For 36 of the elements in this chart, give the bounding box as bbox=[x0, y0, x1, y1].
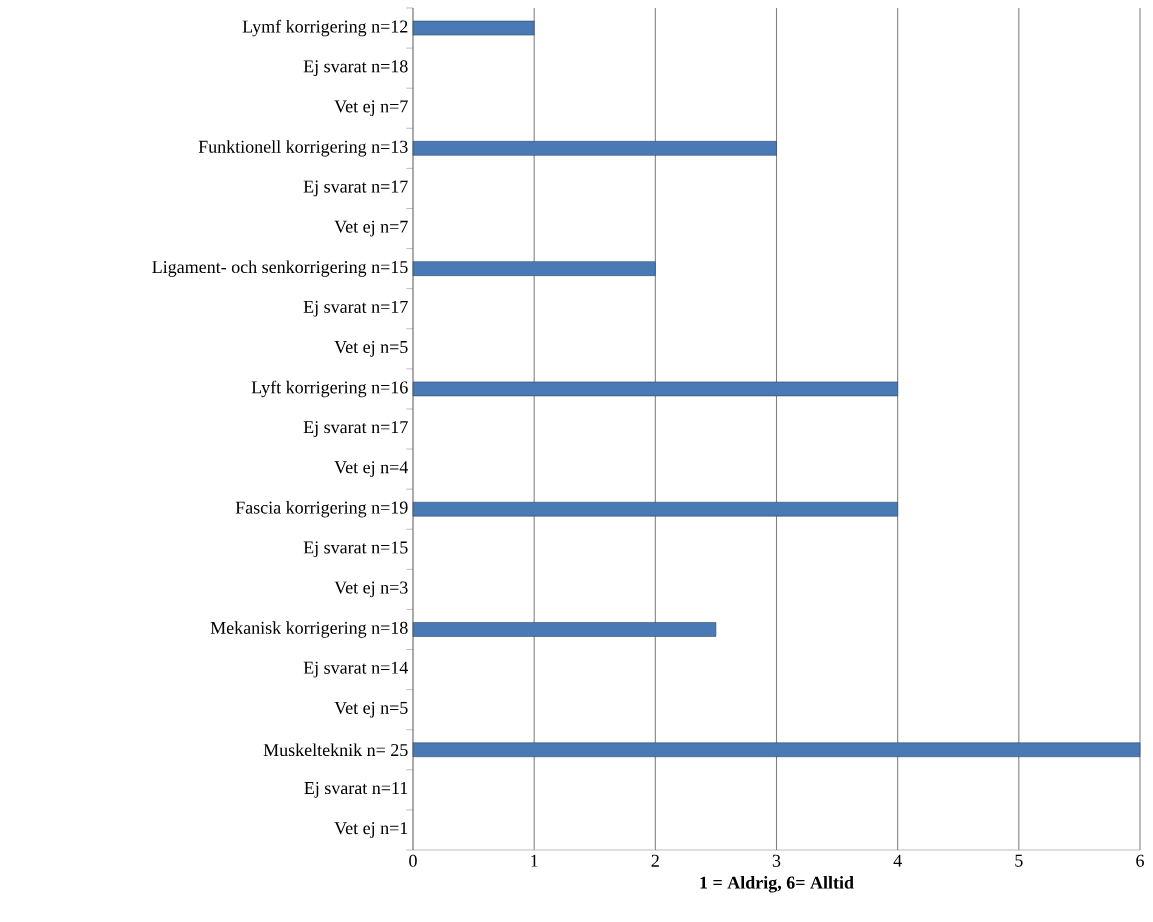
y-tick-label: Vet ej n=5 bbox=[334, 340, 408, 357]
y-tick-label: Lymf korrigering n=12 bbox=[242, 19, 408, 37]
y-tick-label: Vet ej n=4 bbox=[334, 461, 409, 477]
bar bbox=[412, 261, 656, 276]
bar bbox=[412, 381, 898, 397]
y-tick-label: Ej svarat n=18 bbox=[303, 60, 408, 77]
y-tick-label: Vet ej n=3 bbox=[334, 581, 408, 598]
x-tick-label: 5 bbox=[1015, 854, 1023, 867]
bar bbox=[412, 141, 777, 156]
x-tick-label: 1 bbox=[531, 854, 538, 867]
y-tick-label: Mekanisk korrigering n=18 bbox=[210, 621, 408, 638]
x-tick-label: 6 bbox=[1136, 854, 1144, 867]
y-tick-label: Lyft korrigering n=16 bbox=[251, 380, 408, 398]
y-tick-label: Vet ej n=5 bbox=[334, 701, 408, 718]
y-tick-label: Vet ej n=1 bbox=[334, 822, 408, 838]
y-tick-label: Ej svarat n=17 bbox=[303, 180, 408, 197]
y-tick-label: Ej svarat n=17 bbox=[303, 300, 408, 317]
y-tick-label: Ej svarat n=15 bbox=[303, 541, 408, 558]
y-tick-label: Vet ej n=7 bbox=[334, 100, 408, 117]
y-tick-label: Ej svarat n=17 bbox=[303, 421, 408, 437]
y-tick-label: Funktionell korrigering n=13 bbox=[198, 140, 408, 157]
y-tick-label: Fascia korrigering n=19 bbox=[235, 501, 408, 518]
x-axis-title: 1 = Aldrig, 6= Alltid bbox=[700, 876, 854, 893]
y-tick-label: Vet ej n=7 bbox=[334, 220, 408, 237]
y-tick-label: Muskelteknik n= 25 bbox=[263, 743, 408, 757]
x-tick-label: 0 bbox=[409, 854, 417, 867]
bar bbox=[412, 20, 535, 36]
y-tick-label: Ligament- och senkorrigering n=15 bbox=[152, 260, 408, 277]
y-tick-label: Ej svarat n=11 bbox=[304, 781, 408, 798]
x-tick-label: 3 bbox=[772, 854, 781, 867]
bar bbox=[412, 742, 1141, 758]
x-tick-label: 4 bbox=[893, 854, 902, 867]
y-tick-label: Ej svarat n=14 bbox=[303, 661, 408, 678]
bar bbox=[412, 501, 898, 517]
x-tick-label: 2 bbox=[651, 854, 659, 867]
bar bbox=[412, 622, 717, 637]
